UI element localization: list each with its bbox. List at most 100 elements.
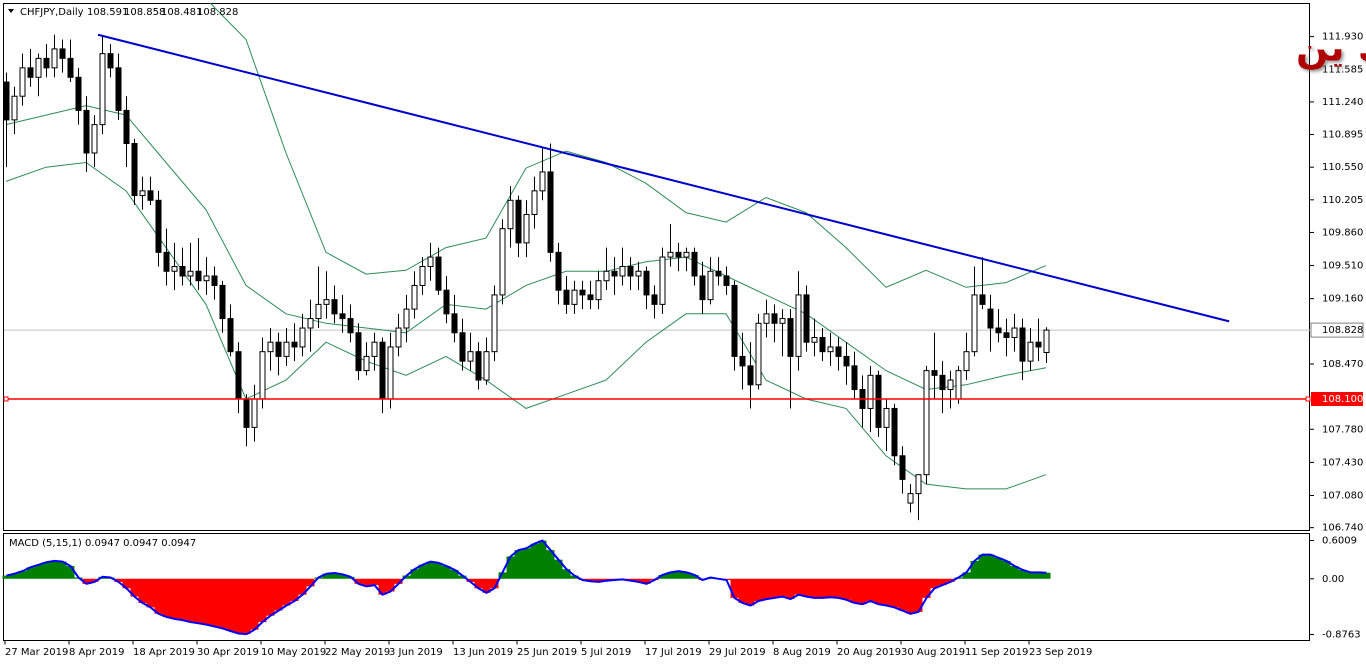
candle-body bbox=[1027, 341, 1034, 362]
x-tick-label: 8 Aug 2019 bbox=[773, 647, 831, 658]
y-tick-label: 107.430 bbox=[1322, 457, 1363, 468]
candle-body bbox=[291, 341, 298, 348]
macd-bar bbox=[930, 578, 939, 589]
level-marker bbox=[3, 396, 9, 402]
x-tick-label: 29 Jul 2019 bbox=[709, 647, 766, 658]
macd-panel bbox=[3, 533, 1310, 641]
macd-bar bbox=[962, 572, 971, 579]
candle-body bbox=[91, 124, 98, 154]
candle-body bbox=[995, 327, 1002, 334]
macd-bar bbox=[258, 578, 267, 623]
main-panel bbox=[3, 3, 1310, 531]
macd-bar bbox=[890, 578, 899, 608]
candle-body bbox=[627, 266, 634, 277]
macd-bar bbox=[298, 578, 307, 595]
macd-bar bbox=[586, 578, 595, 582]
y-tick-label: 110.895 bbox=[1322, 130, 1363, 141]
macd-bar bbox=[130, 578, 139, 597]
macd-bar bbox=[562, 569, 571, 579]
macd-bar bbox=[922, 578, 931, 598]
candle-body bbox=[115, 67, 122, 111]
candle-body bbox=[155, 199, 162, 253]
candle-body bbox=[355, 332, 362, 372]
macd-bar bbox=[290, 578, 299, 602]
macd-bar bbox=[386, 578, 395, 592]
x-tick-label: 17 Jul 2019 bbox=[645, 647, 702, 658]
band-middle bbox=[5, 105, 1047, 391]
macd-bar bbox=[10, 573, 19, 579]
macd-bar bbox=[330, 573, 339, 579]
candle-body bbox=[403, 308, 410, 329]
candle-body bbox=[467, 351, 474, 362]
macd-bar bbox=[146, 578, 155, 608]
candle-body bbox=[555, 251, 562, 291]
candle-body bbox=[211, 275, 218, 286]
macd-bar bbox=[2, 575, 11, 579]
candle-body bbox=[459, 332, 466, 362]
candle-body bbox=[971, 294, 978, 353]
x-tick-label: 3 Jun 2019 bbox=[389, 647, 443, 658]
trendline bbox=[97, 33, 1230, 323]
macd-bar bbox=[642, 578, 651, 584]
candle-body bbox=[427, 256, 434, 268]
x-tick-label: 11 Sep 2019 bbox=[965, 647, 1028, 658]
candle-body bbox=[667, 251, 674, 258]
macd-bar bbox=[570, 575, 579, 579]
macd-bar bbox=[538, 540, 547, 579]
macd-bar bbox=[458, 575, 467, 579]
candle-body bbox=[923, 370, 930, 476]
macd-bar bbox=[226, 578, 235, 631]
candle-body bbox=[299, 327, 306, 348]
candle-body bbox=[227, 318, 234, 353]
macd-bar bbox=[986, 554, 995, 579]
candle-body bbox=[51, 48, 58, 69]
candle-body bbox=[819, 336, 826, 353]
candle-body bbox=[731, 284, 738, 357]
macd-bar bbox=[282, 578, 291, 606]
x-tick-label: 10 May 2019 bbox=[261, 647, 326, 658]
candle-body bbox=[675, 251, 682, 258]
y-tick-label: 106.740 bbox=[1322, 523, 1363, 534]
candle-body bbox=[395, 327, 402, 348]
menu-triangle bbox=[8, 9, 14, 13]
candle-body bbox=[27, 67, 34, 78]
macd-bar bbox=[122, 578, 131, 589]
candle-body bbox=[491, 294, 498, 353]
candle-body bbox=[579, 289, 586, 296]
x-tick-label: 8 Apr 2019 bbox=[69, 647, 124, 658]
macd-label: MACD (5,15,1) 0.0947 0.0947 0.0947 bbox=[9, 538, 196, 549]
macd-bar bbox=[874, 578, 883, 605]
macd-bar bbox=[770, 578, 779, 598]
candle-body bbox=[827, 346, 834, 353]
macd-bar bbox=[690, 574, 699, 579]
candle-body bbox=[699, 275, 706, 301]
macd-bar bbox=[762, 578, 771, 600]
x-tick-label: 30 Apr 2019 bbox=[197, 647, 259, 658]
macd-bar bbox=[250, 578, 259, 630]
overlay: 111.930 111.585 111.240 110.895 110.550 110.2… bbox=[3, 32, 1364, 658]
y-tick-label: 109.160 bbox=[1322, 294, 1363, 305]
macd-bar bbox=[202, 578, 211, 625]
candle-body bbox=[979, 294, 986, 305]
macd-bar bbox=[546, 550, 555, 579]
macd-bar bbox=[378, 578, 387, 595]
candle-body bbox=[131, 143, 138, 197]
x-tick-label: 13 Jun 2019 bbox=[453, 647, 513, 658]
candle-body bbox=[379, 341, 386, 400]
candle-body bbox=[419, 266, 426, 286]
candle-body bbox=[611, 270, 618, 277]
macd-bar bbox=[194, 578, 203, 624]
macd-bar bbox=[994, 557, 1003, 579]
candle-body bbox=[531, 190, 538, 215]
header-close: 108.828 bbox=[197, 7, 238, 18]
candle-body bbox=[851, 365, 858, 391]
candle-body bbox=[883, 407, 890, 428]
macd-bar bbox=[970, 560, 979, 579]
candle-body bbox=[371, 341, 378, 357]
macd-bar bbox=[738, 578, 747, 603]
candle-body bbox=[323, 299, 330, 305]
candle-body bbox=[187, 270, 194, 277]
level-marker bbox=[1305, 396, 1311, 402]
candle-body bbox=[267, 341, 274, 353]
